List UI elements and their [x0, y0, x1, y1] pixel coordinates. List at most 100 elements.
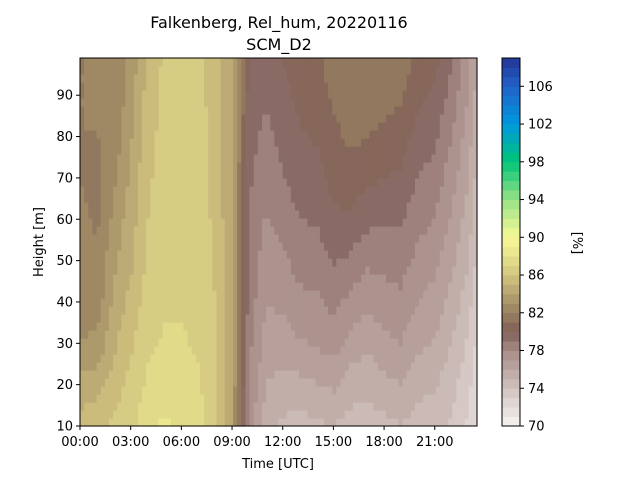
- contour-cell: [406, 226, 412, 235]
- contour-cell: [261, 90, 267, 99]
- contour-cell: [319, 210, 325, 219]
- contour-cell: [303, 186, 309, 195]
- contour-cell: [464, 178, 470, 187]
- contour-cell: [299, 354, 304, 363]
- contour-cell: [369, 418, 375, 427]
- contour-cell: [344, 370, 350, 379]
- contour-cell: [394, 378, 400, 387]
- contour-cell: [233, 410, 238, 419]
- contour-cell: [410, 242, 416, 251]
- contour-cell: [199, 378, 205, 387]
- contour-cell: [299, 410, 304, 419]
- contour-cell: [121, 338, 127, 347]
- contour-cell: [319, 74, 325, 83]
- contour-cell: [88, 178, 94, 187]
- contour-cell: [108, 338, 114, 347]
- colorbar-tick-label: 90: [528, 231, 545, 246]
- contour-cell: [307, 226, 313, 235]
- contour-cell: [170, 386, 176, 395]
- contour-cell: [104, 210, 110, 219]
- contour-cell: [150, 138, 156, 147]
- contour-cell: [357, 218, 362, 227]
- contour-cell: [357, 250, 362, 259]
- contour-cell: [100, 250, 106, 259]
- contour-cell: [179, 74, 184, 83]
- contour-cell: [117, 354, 122, 363]
- contour-cell: [464, 362, 470, 371]
- contour-cell: [282, 114, 288, 123]
- contour-cell: [104, 362, 110, 371]
- contour-cell: [394, 394, 400, 403]
- contour-cell: [241, 290, 247, 299]
- contour-cell: [448, 106, 453, 115]
- contour-cell: [402, 74, 408, 83]
- contour-cell: [315, 402, 321, 411]
- contour-cell: [257, 258, 263, 267]
- contour-cell: [249, 386, 255, 395]
- contour-cell: [464, 402, 470, 411]
- contour-cell: [216, 98, 222, 107]
- contour-cell: [423, 178, 428, 187]
- contour-cell: [187, 410, 193, 419]
- contour-cell: [448, 90, 453, 99]
- contour-cell: [282, 250, 288, 259]
- contour-cell: [125, 146, 131, 155]
- contour-cell: [121, 90, 127, 99]
- contour-cell: [150, 402, 156, 411]
- contour-cell: [336, 210, 342, 219]
- contour-cell: [108, 130, 114, 139]
- contour-cell: [104, 314, 110, 323]
- contour-cell: [336, 130, 342, 139]
- contour-cell: [328, 162, 333, 171]
- contour-cell: [96, 146, 102, 155]
- contour-cell: [278, 298, 284, 307]
- contour-cell: [361, 282, 366, 291]
- contour-cell: [142, 410, 147, 419]
- contour-cell: [369, 58, 375, 67]
- contour-cell: [390, 82, 395, 91]
- contour-cell: [286, 418, 292, 427]
- contour-cell: [154, 82, 160, 91]
- contour-cell: [104, 66, 110, 75]
- contour-cell: [464, 210, 470, 219]
- contour-cell: [121, 250, 127, 259]
- contour-cell: [323, 82, 329, 91]
- contour-cell: [373, 106, 379, 115]
- contour-cell: [307, 242, 313, 251]
- contour-cell: [303, 218, 309, 227]
- contour-cell: [460, 282, 466, 291]
- contour-cell: [311, 146, 317, 155]
- contour-cell: [398, 402, 404, 411]
- contour-cell: [290, 266, 296, 275]
- contour-cell: [162, 218, 168, 227]
- contour-cell: [286, 410, 292, 419]
- contour-cell: [315, 218, 321, 227]
- contour-cell: [406, 114, 412, 123]
- contour-cell: [137, 418, 143, 427]
- contour-cell: [108, 178, 114, 187]
- contour-cell: [162, 330, 168, 339]
- contour-cell: [410, 210, 416, 219]
- contour-cell: [328, 346, 333, 355]
- contour-cell: [328, 66, 333, 75]
- contour-cell: [228, 162, 234, 171]
- contour-cell: [233, 218, 238, 227]
- contour-cell: [245, 322, 251, 331]
- contour-cell: [452, 210, 457, 219]
- contour-cell: [224, 314, 230, 323]
- contour-cell: [323, 370, 329, 379]
- contour-cell: [121, 298, 127, 307]
- contour-cell: [361, 90, 366, 99]
- contour-cell: [183, 82, 189, 91]
- contour-cell: [170, 82, 176, 91]
- contour-cell: [270, 322, 275, 331]
- contour-cell: [129, 322, 135, 331]
- contour-cell: [468, 194, 474, 203]
- contour-cell: [249, 74, 255, 83]
- contour-cell: [108, 418, 114, 427]
- contour-cell: [212, 290, 218, 299]
- contour-cell: [394, 282, 400, 291]
- contour-cell: [191, 370, 197, 379]
- contour-cell: [340, 410, 346, 419]
